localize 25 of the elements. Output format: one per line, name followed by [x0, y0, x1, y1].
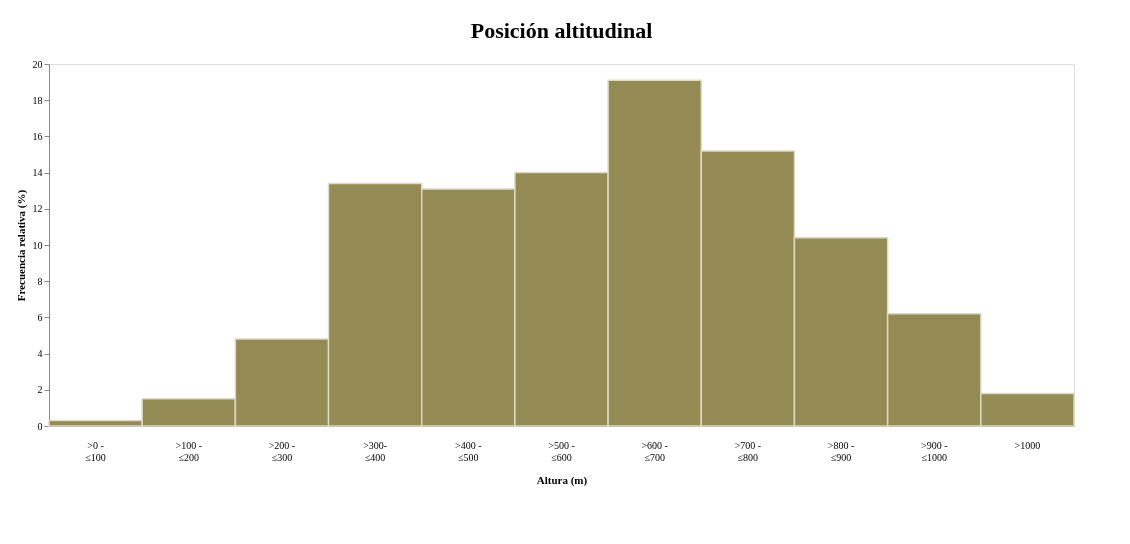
y-tick-label: 0 [37, 420, 43, 432]
x-tick-label: >800 - ≤900 [827, 439, 855, 463]
x-tick-label: >200 - ≤300 [268, 439, 296, 463]
y-tick-label: 6 [37, 311, 43, 323]
y-tick-label: 2 [37, 384, 43, 396]
y-tick-label: 10 [32, 239, 43, 251]
x-tick-label: >600 - ≤700 [641, 439, 668, 463]
y-tick-label: 16 [32, 130, 43, 142]
x-tick-label: >400 - ≤500 [455, 439, 482, 463]
y-tick-label: 12 [32, 203, 43, 215]
x-tick-label: >1000 [1014, 439, 1041, 451]
y-tick-label: 20 [32, 58, 43, 70]
y-tick-label: 18 [32, 94, 43, 106]
y-tick-label: 4 [37, 348, 43, 360]
x-tick-label: >500 - ≤600 [548, 439, 575, 463]
x-tick-label: >0 - ≤100 [85, 439, 106, 463]
x-tick-label: >300- ≤400 [363, 439, 388, 463]
x-tick-label: >700 - ≤800 [734, 439, 762, 463]
chart-title: Posición altitudinal [470, 18, 653, 43]
y-tick-label: 8 [37, 275, 43, 287]
x-tick-label: >100 - ≤200 [175, 439, 203, 463]
y-axis-title: Frecuencia relativa (%) [14, 189, 28, 302]
y-tick-label: 14 [32, 167, 43, 179]
x-tick-label: >900 - ≤1000 [920, 439, 948, 463]
x-axis-title: Altura (m) [536, 473, 588, 487]
